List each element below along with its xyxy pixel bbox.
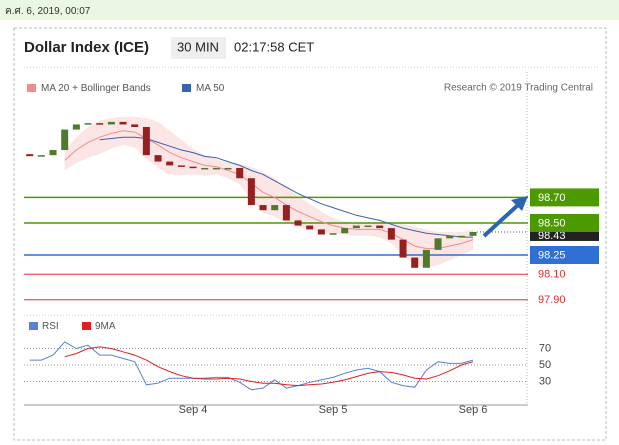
candle: [107, 121, 115, 125]
ma-line: [99, 136, 473, 238]
candle: [96, 123, 104, 125]
candle: [247, 178, 255, 206]
x-tick-label: Sep 6: [459, 404, 488, 416]
indicator-line: [29, 341, 474, 391]
y-tick-label: 30: [539, 375, 551, 387]
candle: [376, 225, 384, 229]
x-tick-label: Sep 5: [319, 404, 348, 416]
forecast-arrow: [482, 203, 520, 238]
candle: [306, 225, 314, 230]
source: Research © 2019 Trading Central: [444, 83, 593, 94]
panel-border: [13, 27, 607, 441]
candle: [469, 231, 477, 236]
candle: [37, 155, 45, 157]
candle: [166, 161, 174, 166]
candle: [236, 167, 244, 179]
candle: [387, 228, 395, 240]
last-price-label: 98.43: [538, 230, 566, 242]
last-price-box: [530, 229, 599, 241]
candle: [119, 121, 127, 125]
legend-label: 9MA: [95, 321, 116, 332]
legend-swatch: [82, 322, 91, 330]
level-label: 98.50: [538, 217, 566, 229]
candle: [49, 150, 57, 156]
level-box: [530, 246, 599, 264]
candle: [317, 229, 325, 235]
legend-label: MA 20 + Bollinger Bands: [41, 83, 151, 94]
candle: [352, 225, 360, 229]
bollinger-band: [64, 116, 473, 268]
candle: [341, 228, 349, 234]
candle: [131, 124, 139, 127]
interval-box: [171, 37, 226, 59]
level-label: 98.10: [538, 269, 566, 281]
candle: [177, 165, 185, 167]
candle: [201, 167, 209, 170]
forecast-arrowhead: [511, 196, 528, 211]
legend-label: MA 50: [196, 83, 225, 94]
y-tick-label: 70: [539, 342, 551, 354]
chart-title: Dollar Index (ICE): [24, 39, 149, 56]
candle: [294, 220, 302, 226]
legend-label: RSI: [42, 321, 59, 332]
candle: [282, 205, 290, 221]
interval: 30 MIN: [177, 39, 219, 54]
y-tick-label: 50: [539, 359, 551, 371]
candle: [259, 205, 267, 211]
level-box: [530, 214, 599, 232]
candle: [457, 235, 465, 238]
legend-swatch: [182, 84, 191, 92]
top-bar: ค.ศ. 6, 2019, 00:07: [0, 0, 619, 20]
level-label: 98.70: [538, 192, 566, 204]
candle: [61, 129, 69, 151]
datetime: ค.ศ. 6, 2019, 00:07: [5, 6, 91, 17]
candle: [271, 205, 279, 211]
candle: [26, 154, 34, 157]
candle: [154, 155, 162, 162]
candle: [434, 238, 442, 250]
candle: [72, 124, 80, 130]
candle: [411, 257, 419, 268]
level-label: 98.25: [538, 249, 566, 261]
level-box: [530, 188, 599, 207]
candle: [364, 225, 372, 228]
candle: [329, 233, 337, 235]
indicator-line: [64, 346, 474, 387]
legend-swatch: [29, 322, 38, 330]
candle: [212, 167, 220, 170]
candle: [399, 239, 407, 258]
x-tick-label: Sep 4: [179, 404, 208, 416]
legend-swatch: [27, 84, 36, 92]
candle: [224, 167, 232, 170]
level-label: 97.90: [538, 294, 566, 306]
candle: [189, 166, 197, 169]
candle: [84, 123, 92, 125]
candle: [142, 127, 150, 156]
time: 02:17:58 CET: [234, 39, 314, 54]
plot-layer: MA 20 + Bollinger Bands MA 50 98.70 98.25 98…: [24, 83, 599, 416]
candle: [422, 249, 430, 268]
candle: [446, 235, 454, 239]
